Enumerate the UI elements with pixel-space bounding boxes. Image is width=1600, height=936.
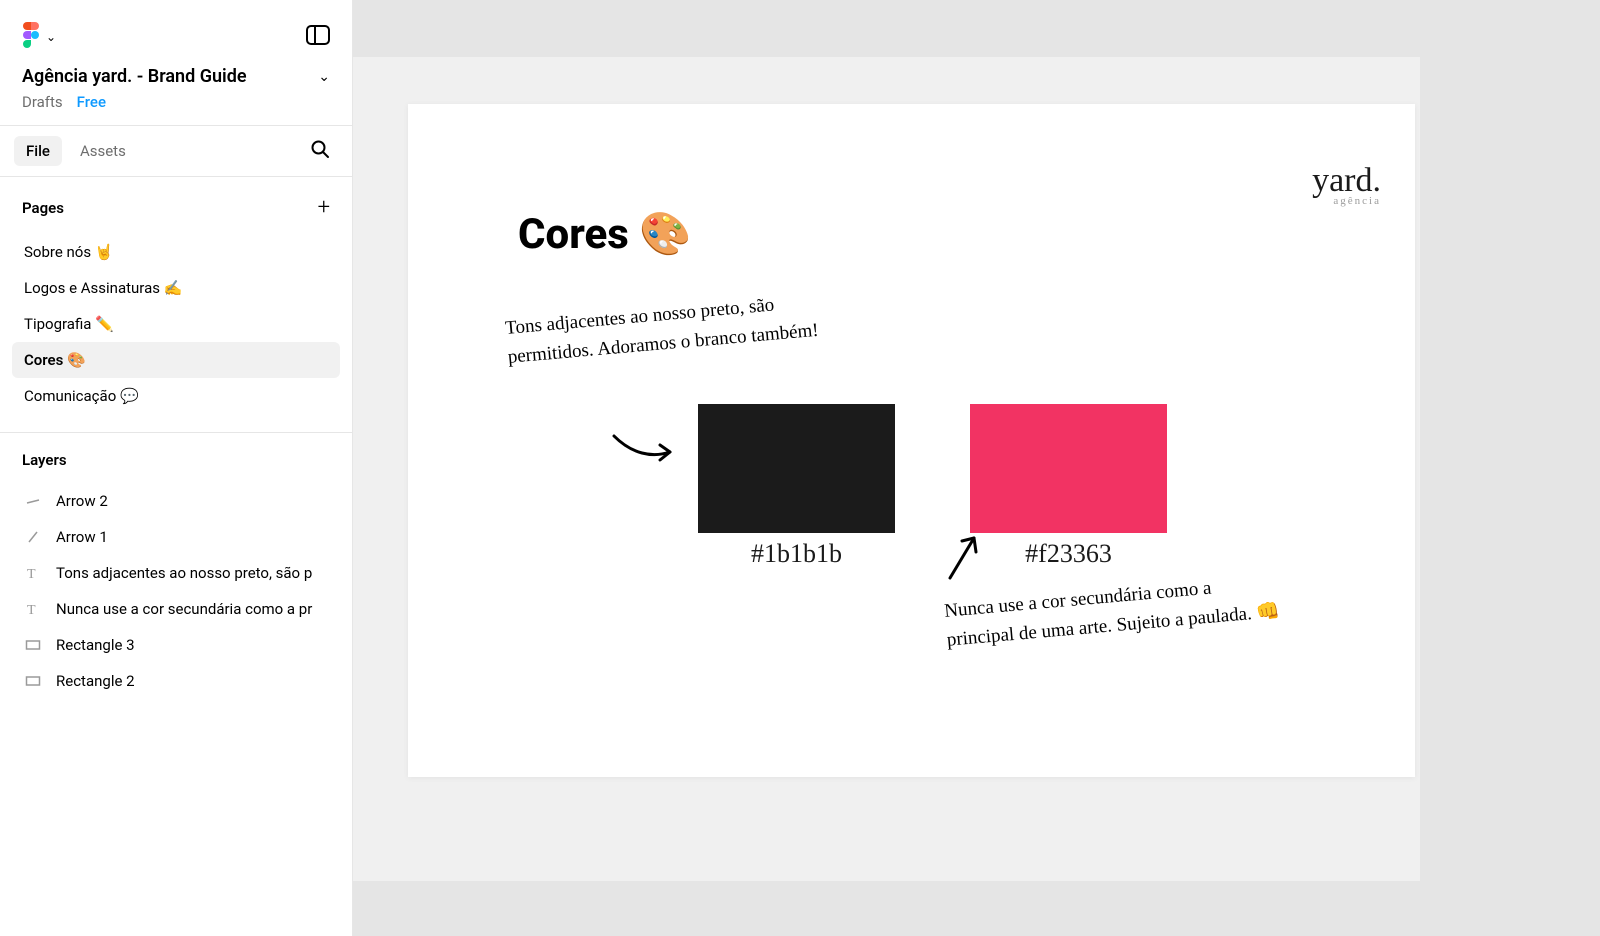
layer-item[interactable]: Arrow 2 <box>12 483 340 519</box>
swatch-primary-box <box>698 404 895 533</box>
layers-header: Layers <box>0 433 352 479</box>
note-adjacent-tones[interactable]: Tons adjacentes ao nosso preto, são perm… <box>504 286 828 373</box>
drafts-label[interactable]: Drafts <box>22 93 63 111</box>
layer-type-icon <box>24 529 42 545</box>
swatch-secondary-box <box>970 404 1167 533</box>
layer-label: Rectangle 2 <box>56 672 135 690</box>
layer-label: Nunca use a cor secundária como a pr <box>56 600 312 618</box>
arrow-2[interactable] <box>946 532 986 586</box>
add-page-button[interactable]: + <box>318 195 330 220</box>
sidebar-page-item[interactable]: Tipografia ✏️ <box>12 306 340 342</box>
search-icon <box>310 139 330 159</box>
plan-badge-free[interactable]: Free <box>77 93 106 111</box>
frame-cores[interactable]: yard. agência Cores 🎨 Tons adjacentes ao… <box>408 104 1415 777</box>
sidebar-page-item[interactable]: Comunicação 💬 <box>12 378 340 414</box>
layer-item[interactable]: T Nunca use a cor secundária como a pr <box>12 591 340 627</box>
figma-logo-icon <box>22 22 40 52</box>
swatch-primary[interactable]: #1b1b1b <box>698 404 895 569</box>
layer-label: Arrow 1 <box>56 528 108 546</box>
search-button[interactable] <box>310 139 330 163</box>
arrow-icon <box>946 532 986 582</box>
swatch-secondary-label: #f23363 <box>970 539 1167 569</box>
layer-type-icon: T <box>24 601 42 617</box>
layer-item[interactable]: T Tons adjacentes ao nosso preto, são p <box>12 555 340 591</box>
note-secondary-warning[interactable]: Nunca use a cor secundária como a princi… <box>943 567 1287 655</box>
pages-header: Pages <box>22 199 64 217</box>
canvas[interactable]: yard. agência Cores 🎨 Tons adjacentes ao… <box>353 0 1600 936</box>
arrow-1[interactable] <box>612 434 682 478</box>
pages-list: Sobre nós 🤘Logos e Assinaturas ✍️Tipogra… <box>0 230 352 433</box>
sidebar-page-item[interactable]: Sobre nós 🤘 <box>12 234 340 270</box>
panel-icon <box>306 25 330 45</box>
layer-label: Rectangle 3 <box>56 636 135 654</box>
layers-list: Arrow 2 Arrow 1 T Tons adjacentes ao nosso … <box>0 479 352 936</box>
layer-item[interactable]: Rectangle 3 <box>12 627 340 663</box>
layer-type-icon <box>24 637 42 653</box>
sidebar-page-item[interactable]: Cores 🎨 <box>12 342 340 378</box>
arrow-icon <box>612 434 682 474</box>
heading-cores[interactable]: Cores 🎨 <box>518 210 692 259</box>
swatch-secondary[interactable]: #f23363 <box>970 404 1167 569</box>
sidebar: ⌄ Agência yard. - Brand Guide ⌄ Drafts F… <box>0 0 353 936</box>
brand-logo: yard. agência <box>1312 164 1381 207</box>
layer-label: Tons adjacentes ao nosso preto, são p <box>56 564 312 582</box>
file-info: Agência yard. - Brand Guide ⌄ Drafts Fre… <box>0 62 352 126</box>
layer-type-icon <box>24 493 42 509</box>
file-title[interactable]: Agência yard. - Brand Guide <box>22 66 247 87</box>
sidebar-page-item[interactable]: Logos e Assinaturas ✍️ <box>12 270 340 306</box>
svg-text:T: T <box>27 567 36 581</box>
svg-text:T: T <box>27 603 36 617</box>
tab-file[interactable]: File <box>14 136 62 166</box>
layer-type-icon: T <box>24 565 42 581</box>
chevron-down-icon[interactable]: ⌄ <box>318 69 330 85</box>
layer-item[interactable]: Arrow 1 <box>12 519 340 555</box>
canvas-outer: yard. agência Cores 🎨 Tons adjacentes ao… <box>353 57 1420 881</box>
app-menu[interactable]: ⌄ <box>22 22 56 52</box>
brand-logo-main: yard. <box>1312 164 1381 198</box>
sidebar-tabs: File Assets <box>0 126 352 177</box>
layer-label: Arrow 2 <box>56 492 108 510</box>
sidebar-topbar: ⌄ <box>0 0 352 62</box>
panel-toggle-button[interactable] <box>306 25 330 49</box>
chevron-down-icon: ⌄ <box>46 30 56 44</box>
layer-type-icon <box>24 673 42 689</box>
pages-header-row: Pages + <box>0 177 352 230</box>
tab-assets[interactable]: Assets <box>68 136 138 166</box>
layer-item[interactable]: Rectangle 2 <box>12 663 340 699</box>
swatch-primary-label: #1b1b1b <box>698 539 895 569</box>
